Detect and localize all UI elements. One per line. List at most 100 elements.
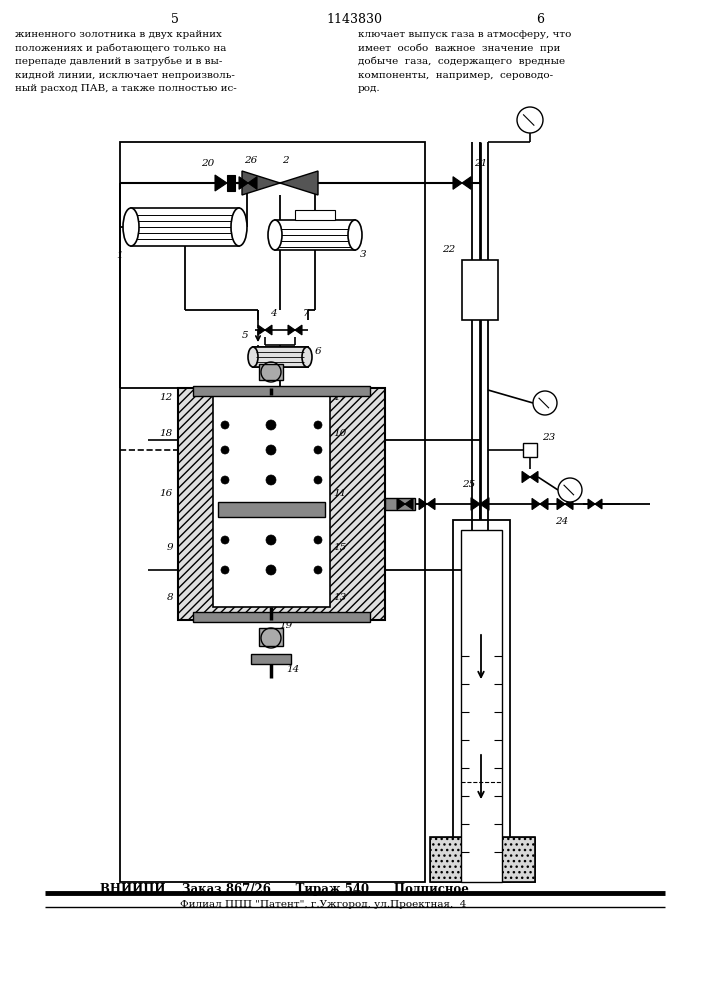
Circle shape [533,391,557,415]
Circle shape [517,107,543,133]
Polygon shape [453,177,462,189]
Text: 19: 19 [279,621,292,630]
Bar [462,260,498,320]
Polygon shape [295,325,302,335]
Polygon shape [532,498,540,510]
Bar [259,364,283,380]
Polygon shape [419,498,427,510]
Bar [385,498,415,510]
Text: 23: 23 [542,433,555,442]
Circle shape [558,478,582,502]
Text: 11: 11 [333,488,346,497]
Text: 25: 25 [462,480,475,489]
Text: 9: 9 [166,544,173,552]
Polygon shape [595,499,602,509]
Bar [213,395,330,607]
Polygon shape [265,325,272,335]
Bar [453,520,510,882]
Bar [461,530,502,882]
Ellipse shape [268,220,282,250]
Text: 16: 16 [160,488,173,497]
Text: 24: 24 [555,517,568,526]
Text: имеет  особо  важное  значение  при: имеет особо важное значение при [358,43,561,53]
Circle shape [266,535,276,545]
Bar [218,502,325,517]
Text: 21: 21 [474,159,487,168]
Polygon shape [242,171,280,195]
Polygon shape [280,171,318,195]
Bar [178,388,385,620]
Polygon shape [427,498,435,510]
Circle shape [221,446,229,454]
Text: 4: 4 [270,309,276,318]
Text: 5: 5 [241,332,248,340]
Bar [430,837,535,882]
Circle shape [221,566,229,574]
Circle shape [314,536,322,544]
Text: 12: 12 [160,393,173,402]
Text: 2: 2 [281,156,288,165]
Text: добыче  газа,  содержащего  вредные: добыче газа, содержащего вредные [358,57,565,66]
Ellipse shape [302,347,312,367]
Circle shape [221,421,229,429]
Polygon shape [258,325,265,335]
Text: 18: 18 [160,428,173,438]
Polygon shape [248,177,257,189]
Text: компоненты,  например,  сероводо-: компоненты, например, сероводо- [358,70,553,80]
Circle shape [314,566,322,574]
Circle shape [266,565,276,575]
Bar [131,208,239,246]
Polygon shape [239,177,248,189]
Ellipse shape [123,208,139,246]
Circle shape [221,536,229,544]
Polygon shape [288,325,295,335]
Bar [178,388,385,620]
Text: 1143830: 1143830 [326,13,382,26]
Polygon shape [462,177,471,189]
Text: 22: 22 [442,245,455,254]
Text: перепаде давлений в затрубье и в вы-: перепаде давлений в затрубье и в вы- [15,57,223,66]
Text: положениях и работающего только на: положениях и работающего только на [15,43,226,53]
Polygon shape [215,175,227,191]
Text: Филиал ППП "Патент", г.Ужгород, ул.Проектная,  4: Филиал ППП "Патент", г.Ужгород, ул.Проек… [180,900,467,909]
Bar [430,837,535,882]
Ellipse shape [248,347,258,367]
Polygon shape [557,498,565,510]
Text: 26: 26 [245,156,257,165]
Bar [193,386,370,396]
Text: ВНИИПИ    Заказ 867/26      Тираж 540      Подписное: ВНИИПИ Заказ 867/26 Тираж 540 Подписное [100,883,469,896]
Polygon shape [530,471,538,483]
Ellipse shape [231,208,247,246]
Text: ный расход ПАВ, а также полностью ис-: ный расход ПАВ, а также полностью ис- [15,84,237,93]
Text: 15: 15 [333,544,346,552]
Circle shape [221,476,229,484]
Polygon shape [565,498,573,510]
Polygon shape [540,498,548,510]
Text: 6: 6 [536,13,544,26]
Text: 17: 17 [333,393,346,402]
Polygon shape [471,498,480,510]
Ellipse shape [348,220,362,250]
Text: род.: род. [358,84,380,93]
Bar [523,443,537,457]
Text: кидной линии, исключает непроизволь-: кидной линии, исключает непроизволь- [15,70,235,80]
Circle shape [266,445,276,455]
Text: ключает выпуск газа в атмосферу, что: ключает выпуск газа в атмосферу, что [358,30,571,39]
Bar [120,142,425,882]
Circle shape [314,476,322,484]
Polygon shape [480,498,489,510]
Polygon shape [405,498,413,510]
Bar [259,628,283,646]
Circle shape [266,420,276,430]
Circle shape [314,446,322,454]
Text: 8: 8 [166,593,173,602]
Text: 20: 20 [201,159,215,168]
Polygon shape [397,498,405,510]
Text: 3: 3 [360,250,367,259]
Bar [193,612,370,622]
Polygon shape [588,499,595,509]
Text: 10: 10 [333,428,346,438]
Polygon shape [522,471,530,483]
Circle shape [266,475,276,485]
Bar [253,347,308,367]
